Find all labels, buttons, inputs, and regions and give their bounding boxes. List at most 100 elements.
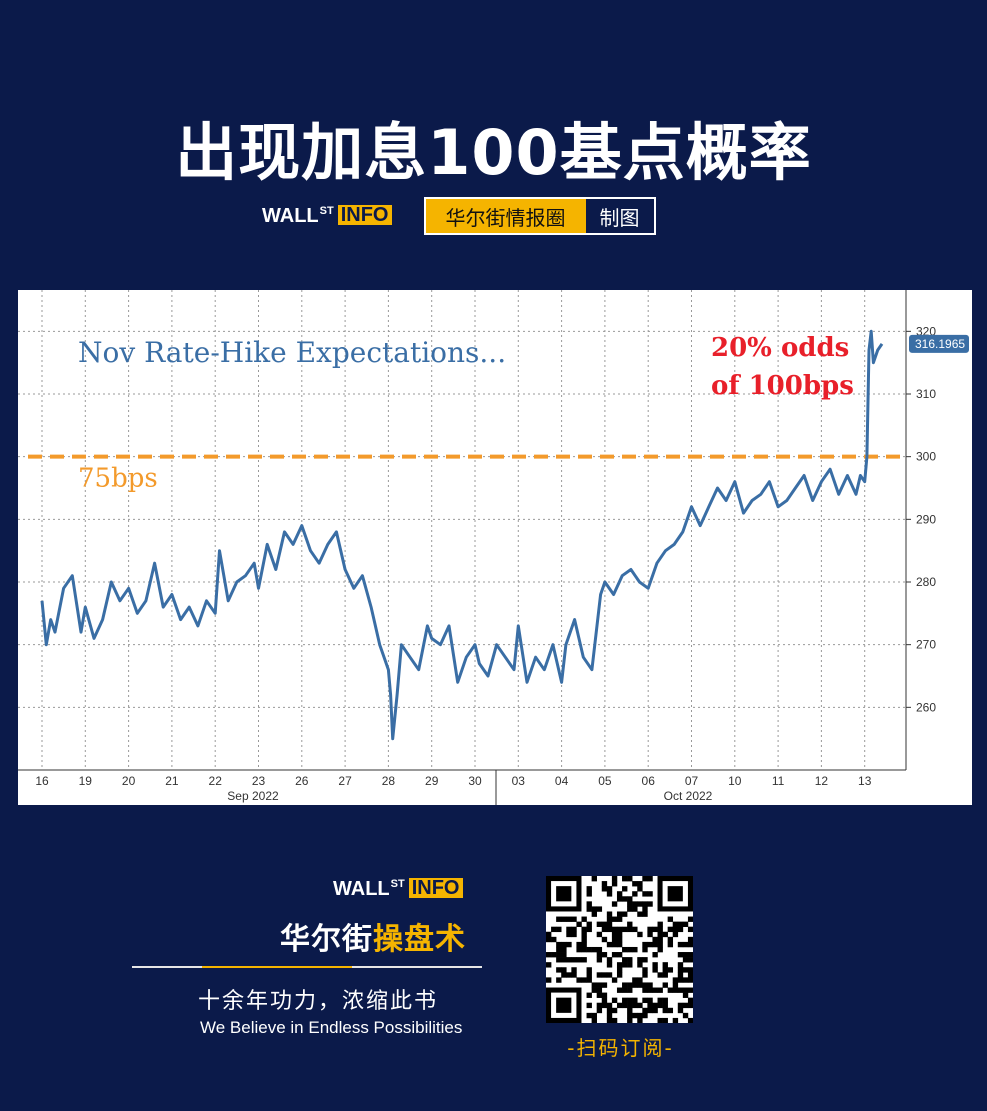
qr-module [657,936,663,943]
qr-module [647,876,653,882]
qr-module [667,987,674,993]
qr-module [622,926,628,933]
qr-module [601,1002,608,1009]
brand-row: WALL ST INFO 华尔街情报圈 制图 [262,197,656,235]
qr-module [596,906,603,912]
qr-module [566,926,572,933]
qr-module [606,962,613,968]
qr-module [561,916,567,922]
qr-module [601,992,608,998]
qr-module [586,926,592,933]
qr-module [667,941,674,948]
qr-module [627,997,633,1004]
qr-module [647,982,653,988]
qr-module [606,921,613,927]
qr-module [581,941,587,948]
x-tick-label: 29 [425,774,439,788]
page-title: 出现加息100基点概率 [175,116,812,189]
footer-brand: 华尔街操盘术 [280,914,466,958]
qr-module [642,891,648,897]
qr-module [662,1007,668,1014]
qr-module [682,992,689,998]
qr-module [672,926,679,933]
qr-module [687,916,694,922]
qr-module [616,926,623,933]
qr-module [611,977,618,983]
qr-module [672,1017,679,1024]
qr-module [647,941,653,948]
x-tick-label: 22 [209,774,223,788]
qr-module [647,1002,653,1009]
qr-module [677,1007,684,1014]
x-tick-label: 21 [165,774,179,788]
source-tag-name: 华尔街情报圈 [425,199,586,233]
y-tick-label: 290 [916,512,936,526]
qr-module [622,982,628,988]
qr-module [556,977,562,983]
qr-module [637,881,643,887]
qr-module [606,972,613,978]
qr-module [606,886,613,892]
qr-module [596,982,603,988]
footer-divider-accent [202,966,352,968]
qr-module [652,952,658,958]
qr-module [566,972,572,978]
qr-module [682,952,689,958]
qr-code[interactable] [546,876,694,1024]
qr-module [647,926,653,933]
qr-module [616,987,623,993]
footer-motto: We Believe in Endless Possibilities [200,1018,463,1037]
x-tick-label: 07 [685,774,699,788]
qr-module [586,1012,592,1019]
qr-module [632,1002,638,1009]
qr-module [606,1012,613,1019]
qr-module [632,1012,638,1019]
logo-st: ST [319,204,334,217]
qr-module [616,931,623,938]
qr-module [622,957,628,963]
qr-module [606,1002,613,1009]
qr-module [627,1002,633,1009]
qr-module [586,1002,592,1009]
qr-module [647,891,653,897]
line-chart: Nov Rate-Hike Expectations... 75bps 20% … [18,290,969,805]
qr-module [601,921,608,927]
qr-module [616,896,623,902]
x-tick-label: 27 [338,774,352,788]
qr-module [566,941,572,948]
qr-module [591,946,597,953]
qr-module [586,921,592,927]
qr-module [662,972,668,978]
x-tick-label: 11 [772,774,785,788]
qr-module [642,997,648,1004]
qr-module [637,1012,643,1019]
qr-module [601,936,608,943]
series-line [40,329,884,741]
qr-module [682,941,689,948]
qr-module [581,977,587,983]
qr-module [657,987,663,993]
qr-module [611,941,618,948]
qr-module [677,962,684,968]
qr-module [687,941,694,948]
qr-module [627,901,633,907]
x-tick-label: 13 [858,774,872,788]
qr-module [611,997,618,1004]
footer-logo-st: ST [390,878,405,890]
qr-module [627,926,633,933]
qr-module [616,972,623,978]
qr-module [687,936,694,943]
qr-module [546,977,552,983]
qr-module [637,886,643,892]
qr-module [556,926,562,933]
qr-module [682,957,689,963]
qr-module [662,962,668,968]
qr-module [581,957,587,963]
qr-module [556,952,562,958]
qr-module [687,952,694,958]
qr-module [596,952,603,958]
qr-module [682,1012,689,1019]
qr-module [591,906,597,912]
qr-module [632,982,638,988]
qr-module [682,1002,689,1009]
